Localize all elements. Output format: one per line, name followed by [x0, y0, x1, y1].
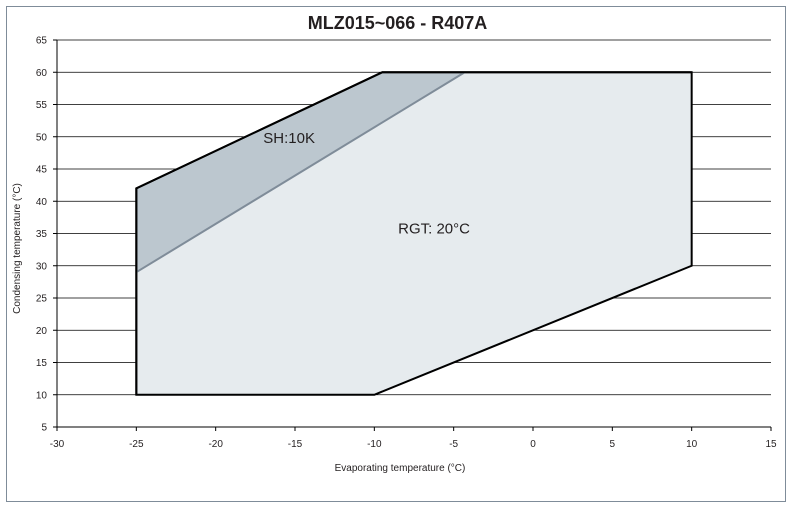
y-tick-label: 60 [36, 68, 48, 79]
envelope-top-edge [135, 71, 692, 395]
x-tick-label: -30 [50, 439, 65, 450]
annotation-sh: SH:10K [263, 130, 315, 147]
y-tick-label: 10 [36, 390, 48, 401]
y-tick-label: 50 [36, 132, 48, 143]
chart-title: MLZ015~066 - R407A [307, 13, 488, 33]
y-tick-label: 15 [36, 358, 48, 369]
x-tick-label: -5 [449, 439, 458, 450]
y-tick-label: 30 [36, 261, 48, 272]
y-tick-label: 20 [36, 326, 48, 337]
label-layer: Evaporating temperature (°C) Condensing … [12, 130, 470, 474]
x-tick-label: 15 [765, 439, 777, 450]
x-axis-label: Evaporating temperature (°C) [335, 463, 466, 474]
sh-boundary-line [135, 71, 466, 274]
y-tick-label: 55 [36, 100, 48, 111]
y-tick-label: 45 [36, 165, 48, 176]
x-tick-label: -15 [288, 439, 303, 450]
x-tick-label: 5 [610, 439, 616, 450]
y-tick-label: 5 [41, 423, 47, 434]
x-tick-label: 0 [530, 439, 536, 450]
x-tick-label: -25 [129, 439, 144, 450]
axis-layer: -30 -25 -20 -15 -10 -5 0 5 10 15 5 10 15 20 25 30 35 40 45… [36, 36, 777, 451]
area-layer [135, 71, 693, 396]
y-axis-label: Condensing temperature (°C) [12, 183, 23, 314]
annotation-rgt: RGT: 20°C [398, 221, 470, 238]
y-tick-label: 35 [36, 229, 48, 240]
y-tick-label: 65 [36, 36, 48, 47]
y-tick-label: 40 [36, 197, 48, 208]
x-tick-label: -10 [367, 439, 382, 450]
x-tick-label: -20 [208, 439, 223, 450]
x-tick-label: 10 [686, 439, 698, 450]
y-tick-label: 25 [36, 294, 48, 305]
